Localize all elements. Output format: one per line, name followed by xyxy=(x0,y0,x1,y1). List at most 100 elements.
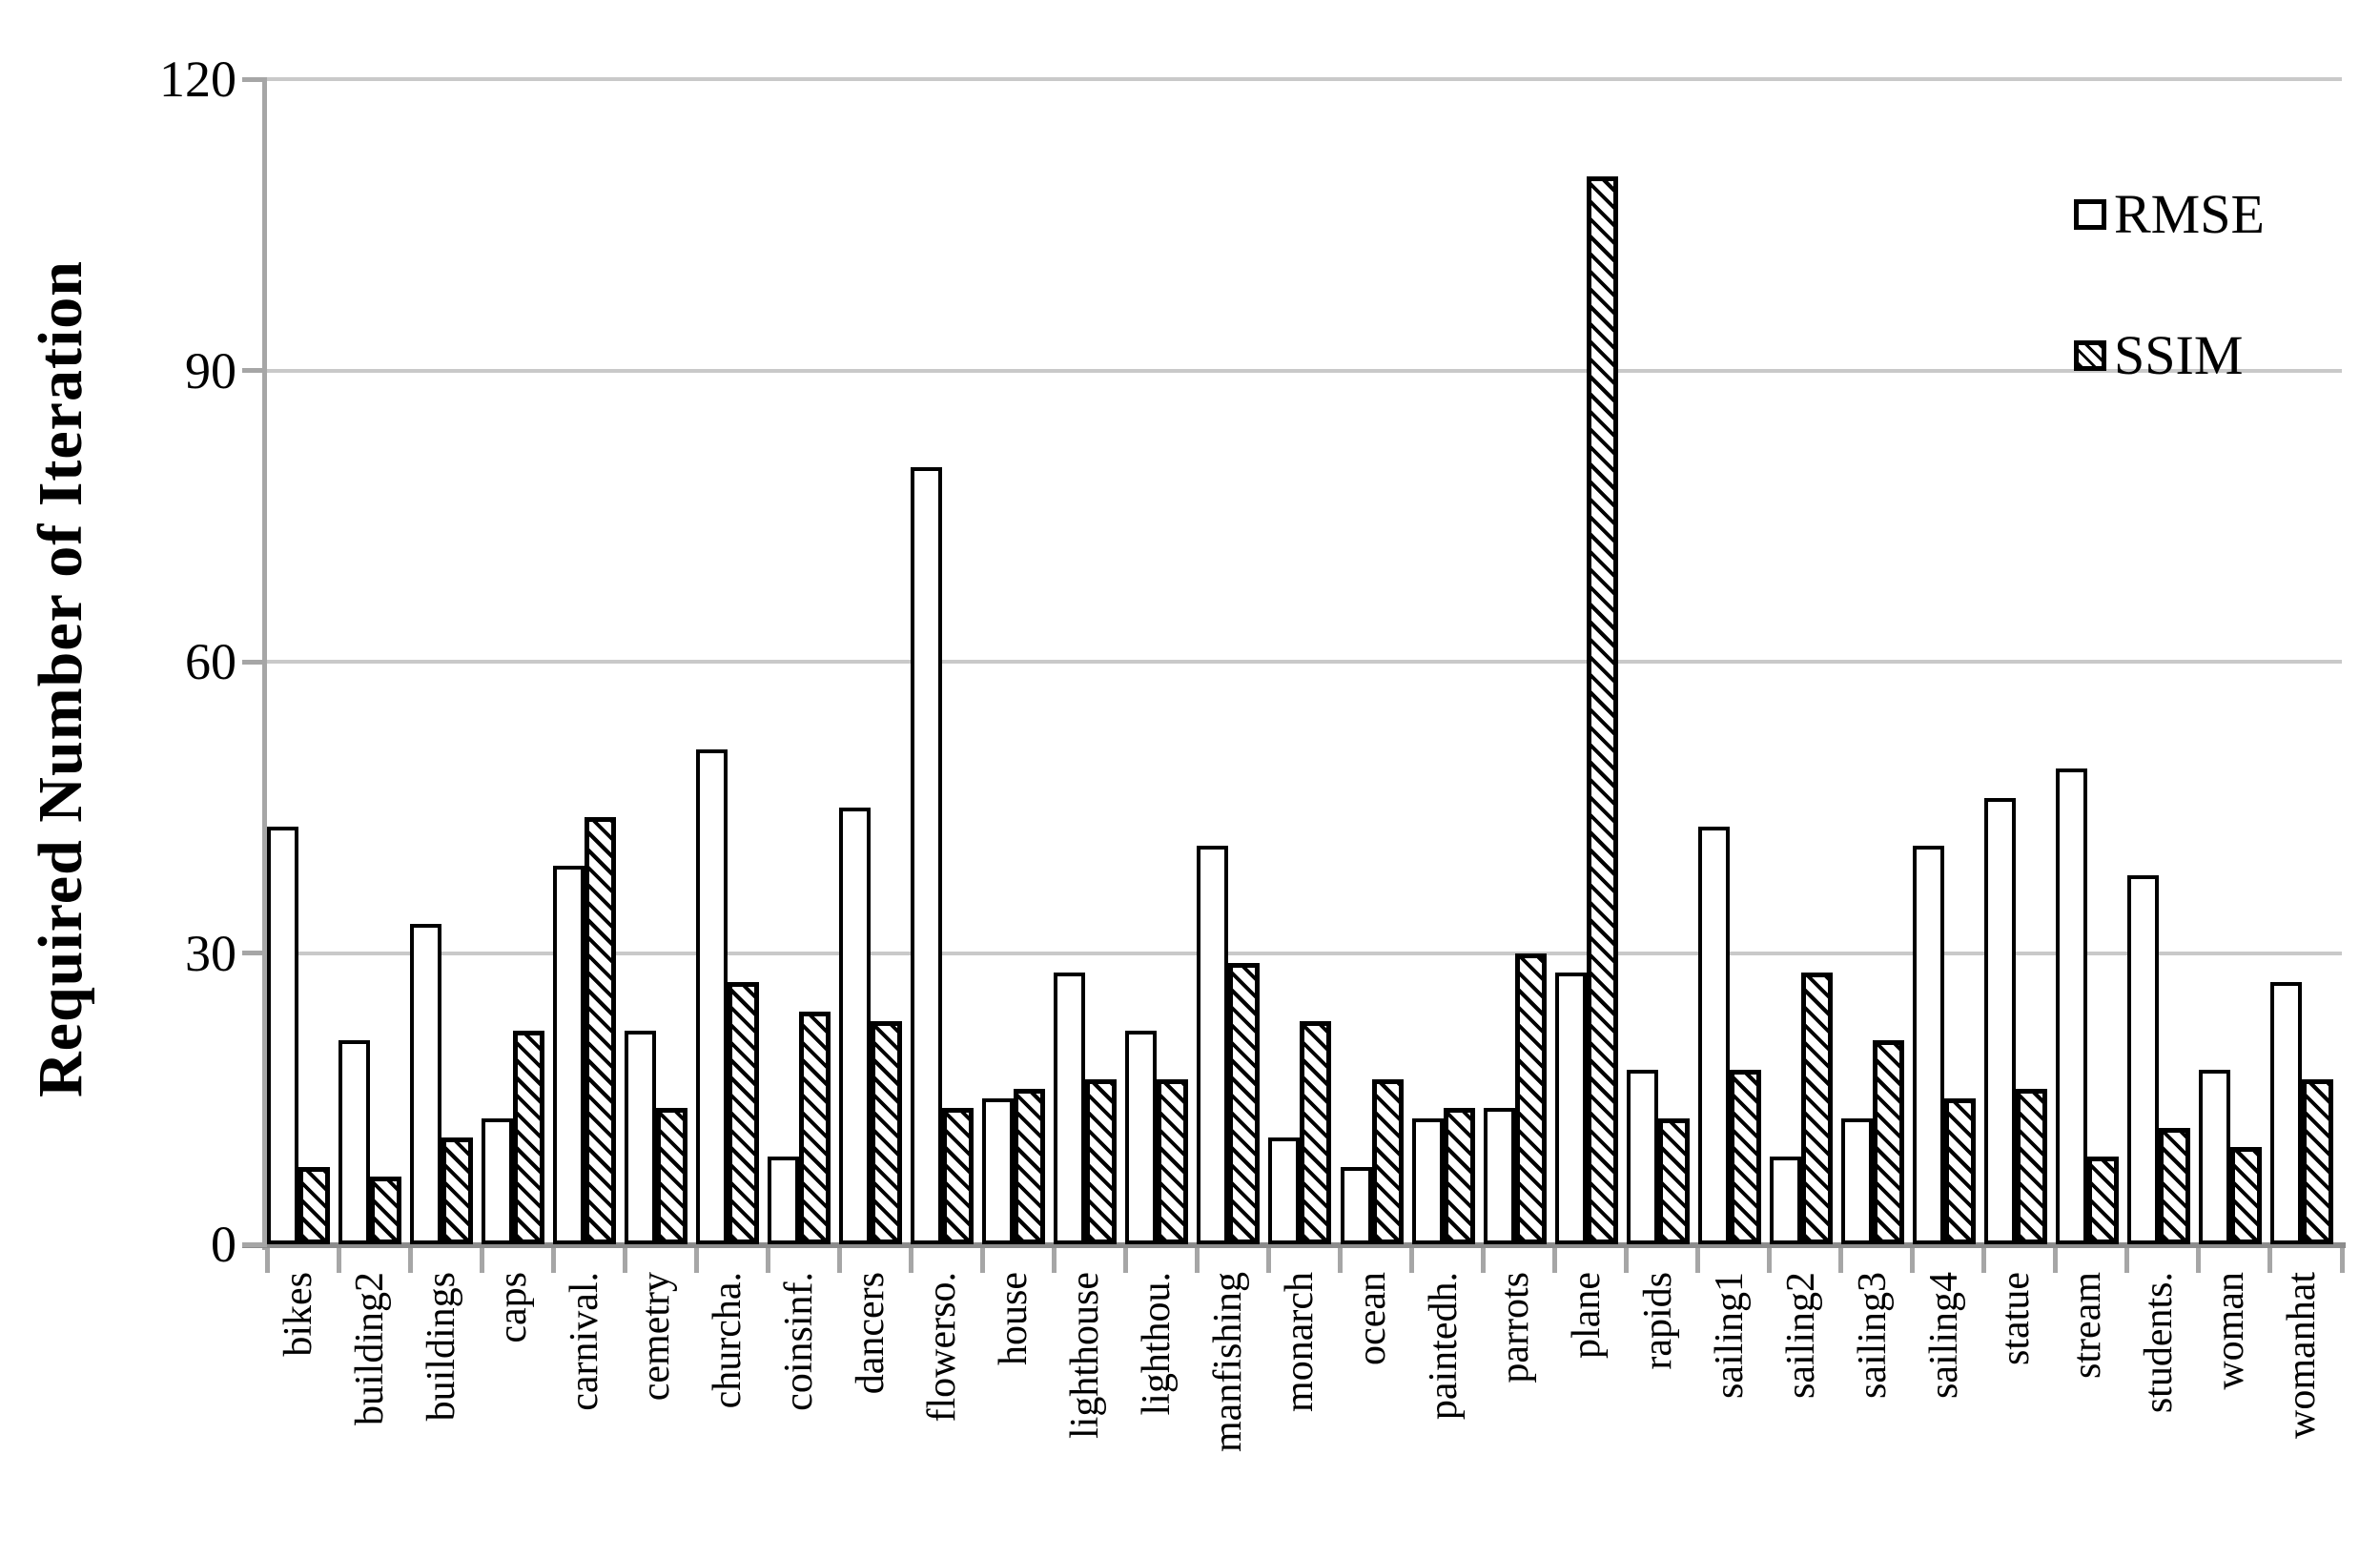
x-axis-label-statue: statue xyxy=(1993,1272,2038,1365)
bar-rmse-cemetry xyxy=(625,1030,657,1244)
bar-group-caps xyxy=(482,79,553,1244)
x-tick-mark xyxy=(908,1248,913,1273)
gridline-y-30 xyxy=(267,951,2342,955)
x-axis-label-cemetry: cemetry xyxy=(634,1272,679,1402)
bar-rmse-sailing1 xyxy=(1697,827,1730,1244)
x-tick-mark xyxy=(622,1248,627,1273)
bar-rmse-plane xyxy=(1554,972,1587,1244)
gridline-y-90 xyxy=(267,368,2342,373)
x-axis-label-woman: woman xyxy=(2207,1272,2252,1390)
bar-group-womanhat xyxy=(2269,79,2342,1244)
plot-area xyxy=(267,77,2342,1244)
bar-ssim-dancers xyxy=(871,1020,903,1244)
bar-group-ocean xyxy=(1340,79,1412,1244)
bar-ssim-plane xyxy=(1586,175,1618,1244)
bar-rmse-flowerso xyxy=(911,467,943,1244)
x-tick-mark xyxy=(479,1248,484,1273)
bar-group-monarch xyxy=(1268,79,1340,1244)
bar-group-bikes xyxy=(267,79,339,1244)
bar-group-students xyxy=(2126,79,2199,1244)
bar-rmse-buildings xyxy=(410,923,442,1244)
x-axis-label-dancers: dancers xyxy=(849,1272,893,1395)
bar-group-sailing4 xyxy=(1912,79,1984,1244)
x-axis-label-bikes: bikes xyxy=(277,1272,320,1357)
x-tick-mark xyxy=(693,1248,699,1273)
bar-ssim-students xyxy=(2158,1127,2190,1244)
bar-rmse-womanhat xyxy=(2269,982,2302,1244)
bar-group-rapids xyxy=(1626,79,1698,1244)
bar-rmse-coinsinf xyxy=(768,1157,800,1244)
x-tick-mark xyxy=(1194,1248,1200,1273)
bar-group-sailing1 xyxy=(1697,79,1770,1244)
diagonal-hatch-square-icon xyxy=(2074,340,2106,371)
legend-label: RMSE xyxy=(2114,183,2265,245)
bar-group-statue xyxy=(1983,79,2056,1244)
bar-rmse-stream xyxy=(2055,768,2087,1244)
bar-ssim-building2 xyxy=(370,1176,402,1244)
bar-ssim-coinsinf xyxy=(799,1011,831,1244)
bar-group-building2 xyxy=(339,79,410,1244)
x-tick-mark xyxy=(2053,1248,2059,1273)
bar-ssim-carnival xyxy=(585,816,617,1244)
x-tick-mark xyxy=(1695,1248,1701,1273)
bar-group-parrots xyxy=(1483,79,1555,1244)
x-tick-mark xyxy=(836,1248,842,1273)
x-tick-mark xyxy=(2196,1248,2202,1273)
bar-group-manfishing xyxy=(1197,79,1268,1244)
x-axis-label-monarch: monarch xyxy=(1278,1272,1323,1412)
x-tick-mark xyxy=(2267,1248,2273,1273)
bar-ssim-parrots xyxy=(1514,953,1547,1244)
x-axis-label-paintedh: paintedh. xyxy=(1421,1272,1466,1421)
bar-ssim-sailing1 xyxy=(1729,1069,1761,1244)
x-axis-label-coinsinf: coinsinf. xyxy=(777,1272,822,1411)
bar-rmse-caps xyxy=(482,1117,514,1244)
bar-ssim-manfishing xyxy=(1228,962,1261,1244)
x-tick-mark xyxy=(264,1248,270,1273)
x-axis-label-sailing2: sailing2 xyxy=(1778,1272,1823,1399)
bar-ssim-monarch xyxy=(1300,1020,1332,1244)
x-tick-mark xyxy=(1338,1248,1344,1273)
bar-group-coinsinf xyxy=(768,79,839,1244)
bar-rmse-house xyxy=(982,1098,1015,1244)
bar-ssim-sailing3 xyxy=(1872,1040,1904,1244)
bar-ssim-ocean xyxy=(1371,1078,1404,1244)
bar-rmse-parrots xyxy=(1483,1108,1515,1244)
x-tick-mark xyxy=(2339,1248,2345,1273)
bar-ssim-sailing4 xyxy=(1943,1098,1976,1244)
bar-ssim-statue xyxy=(2015,1089,2047,1244)
y-tick-mark xyxy=(242,951,267,955)
x-tick-mark xyxy=(1838,1248,1844,1273)
x-tick-mark xyxy=(1265,1248,1271,1273)
y-tick-label: 0 xyxy=(211,1216,236,1273)
x-axis-label-ocean: ocean xyxy=(1349,1272,1394,1365)
bar-ssim-flowerso xyxy=(942,1108,975,1244)
x-axis-label-churcha: churcha. xyxy=(706,1272,750,1409)
x-axis-label-parrots: parrots xyxy=(1492,1272,1537,1383)
x-tick-mark xyxy=(407,1248,413,1273)
bar-rmse-sailing4 xyxy=(1912,846,1944,1244)
x-tick-mark xyxy=(1409,1248,1415,1273)
x-axis-label-building2: building2 xyxy=(348,1272,393,1426)
bar-group-stream xyxy=(2055,79,2127,1244)
y-tick-mark xyxy=(242,1241,267,1247)
bar-ssim-bikes xyxy=(298,1166,330,1244)
x-axis-label-carnival: carnival. xyxy=(563,1272,607,1411)
y-tick-label: 30 xyxy=(185,924,236,982)
bar-group-paintedh xyxy=(1411,79,1484,1244)
y-tick-label: 120 xyxy=(159,51,236,108)
bar-rmse-sailing2 xyxy=(1769,1157,1801,1244)
legend-item-ssim: SSIM xyxy=(2074,328,2243,383)
y-axis-title: Required Number of Iteration xyxy=(26,259,95,1098)
gridline-y-120 xyxy=(267,77,2342,81)
x-axis-label-students: students. xyxy=(2136,1272,2181,1414)
x-axis-label-rapids: rapids xyxy=(1635,1272,1680,1370)
bar-rmse-statue xyxy=(1983,797,2016,1244)
bar-ssim-woman xyxy=(2229,1147,2262,1244)
x-axis-label-caps: caps xyxy=(491,1272,536,1343)
bar-group-lighthou xyxy=(1125,79,1197,1244)
bar-group-cemetry xyxy=(625,79,696,1244)
x-tick-mark xyxy=(1981,1248,1987,1273)
y-tick-label: 90 xyxy=(185,341,236,399)
legend-label: SSIM xyxy=(2114,324,2244,386)
x-axis-label-flowerso: flowerso. xyxy=(920,1272,965,1423)
